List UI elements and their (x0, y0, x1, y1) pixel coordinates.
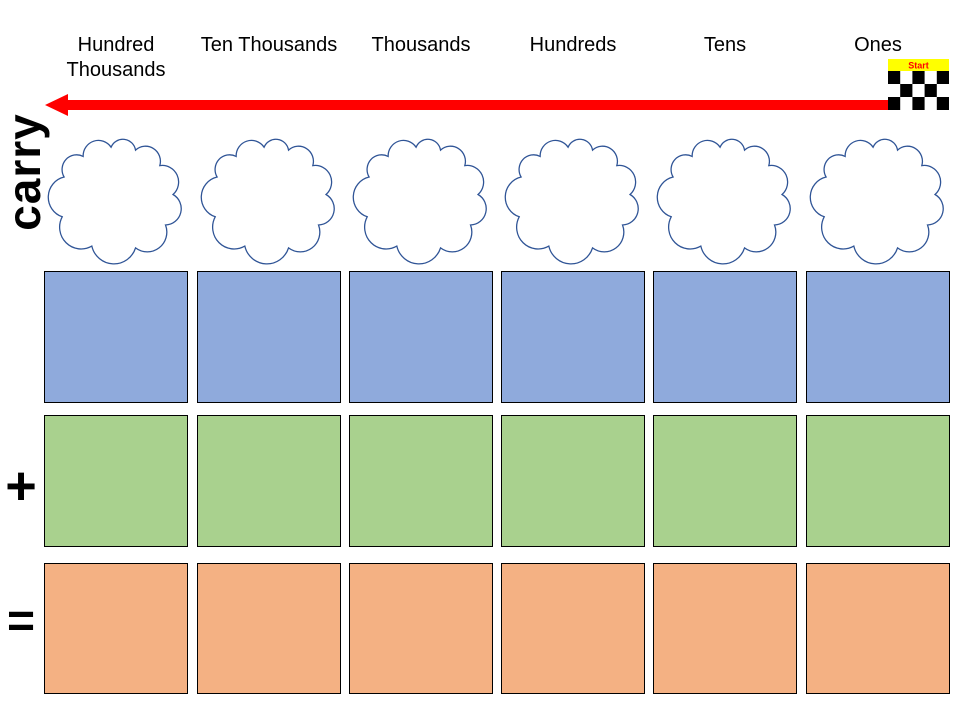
sum-cell-2[interactable] (197, 563, 341, 694)
carry-cell-2[interactable] (195, 119, 343, 269)
column-header-1: Hundred Thousands (66, 34, 166, 81)
addend1-cell-6[interactable] (806, 271, 950, 403)
start-flag-label: Start (908, 61, 929, 71)
cloud-shape (200, 138, 335, 265)
carry-cell-5[interactable] (651, 119, 799, 269)
equals-sign-label: = (6, 595, 36, 648)
cloud-shape (504, 138, 639, 265)
addend1-cell-4[interactable] (501, 271, 645, 403)
carry-value (804, 119, 952, 269)
addend2-cell-1[interactable] (44, 415, 188, 547)
sum-cell-4[interactable] (501, 563, 645, 694)
sum-cell-6[interactable] (806, 563, 950, 694)
column-header-2: Ten Thousands (200, 34, 338, 56)
sum-cell-5[interactable] (653, 563, 797, 694)
plus-sign-label: + (5, 456, 37, 516)
column-header-3: Thousands (371, 34, 471, 56)
cloud-shape (47, 138, 182, 265)
carry-value (651, 119, 799, 269)
addend1-cell-5[interactable] (653, 271, 797, 403)
carry-cell-6[interactable] (804, 119, 952, 269)
addend2-cell-3[interactable] (349, 415, 493, 547)
column-header-5: Tens (703, 34, 747, 56)
carry-value (195, 119, 343, 269)
addend1-cell-1[interactable] (44, 271, 188, 403)
sum-cell-1[interactable] (44, 563, 188, 694)
carry-cell-1[interactable] (42, 119, 190, 269)
carry-cell-4[interactable] (499, 119, 647, 269)
checkered-flag-pattern (888, 71, 949, 110)
cloud-shape (809, 138, 944, 265)
carry-value (347, 119, 495, 269)
start-flag-banner (888, 59, 949, 71)
addend2-cell-2[interactable] (197, 415, 341, 547)
cloud-shape (352, 138, 487, 265)
addend1-cell-3[interactable] (349, 271, 493, 403)
column-header-4: Hundreds (529, 34, 617, 56)
direction-arrow-shape (45, 94, 948, 116)
addend2-cell-4[interactable] (501, 415, 645, 547)
cloud-shape (656, 138, 791, 265)
carry-cell-3[interactable] (347, 119, 495, 269)
addend2-cell-5[interactable] (653, 415, 797, 547)
carry-value (42, 119, 190, 269)
addend2-cell-6[interactable] (806, 415, 950, 547)
sum-cell-3[interactable] (349, 563, 493, 694)
start-flag: Start (888, 59, 949, 110)
direction-arrow (45, 94, 948, 116)
addend1-cell-2[interactable] (197, 271, 341, 403)
column-header-6: Ones (854, 34, 902, 56)
carry-value (499, 119, 647, 269)
